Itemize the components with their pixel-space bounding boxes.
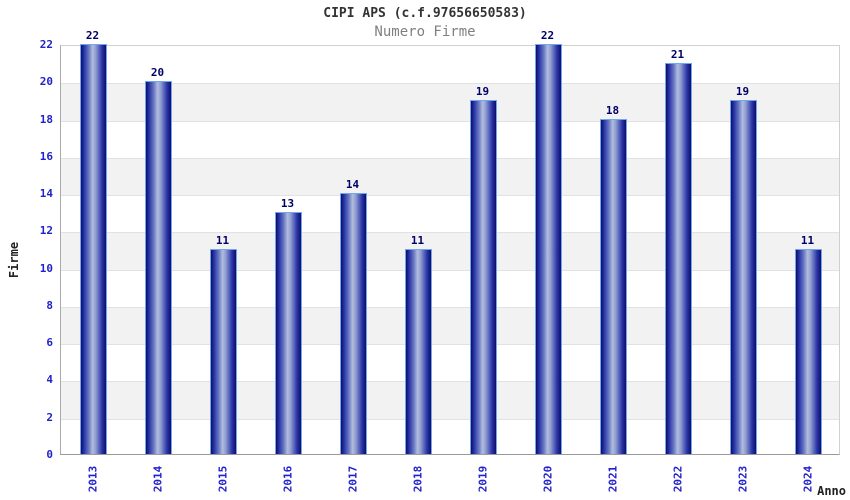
y-gridline — [61, 195, 839, 197]
y-tick-label: 0 — [46, 448, 53, 461]
y-tick-label: 18 — [39, 112, 53, 126]
y-tick-label: 2 — [46, 410, 53, 424]
bar-2021 — [600, 118, 627, 454]
bar-2014 — [145, 81, 172, 454]
y-tick-label: 16 — [39, 149, 53, 163]
y-gridline — [61, 232, 839, 234]
bar-value-label: 11 — [410, 234, 425, 247]
x-tick-label: 2018 — [411, 465, 424, 493]
bar-value-label: 22 — [85, 29, 100, 42]
bar-2013 — [80, 44, 107, 454]
y-gridline — [61, 418, 839, 420]
bar-2024 — [795, 249, 822, 454]
bar-2020 — [535, 44, 562, 454]
bar-value-label: 19 — [475, 84, 490, 98]
x-tick-label: 2015 — [216, 465, 229, 493]
bar-2018 — [405, 249, 432, 454]
background-band — [61, 157, 839, 196]
bar-value-label: 11 — [800, 234, 815, 247]
x-tick-label: 2017 — [346, 465, 359, 493]
x-tick-label: 2016 — [281, 465, 294, 493]
background-band — [61, 232, 839, 270]
y-tick-label: 4 — [46, 373, 53, 387]
y-gridline — [61, 157, 839, 159]
bar-2016 — [275, 211, 302, 454]
chart-title: CIPI APS (c.f.97656650583) — [323, 6, 527, 21]
bar-value-label: 11 — [215, 234, 230, 247]
x-tick-label: 2019 — [476, 465, 489, 493]
background-band — [61, 83, 839, 121]
x-tick-label: 2024 — [801, 465, 814, 493]
bar-value-label: 13 — [280, 196, 295, 210]
bar-2015 — [210, 249, 237, 454]
y-gridline — [61, 120, 839, 122]
y-gridline — [61, 381, 839, 383]
y-tick-label: 20 — [39, 75, 53, 89]
bar-2023 — [730, 99, 757, 454]
x-axis-title: Anno — [817, 484, 846, 498]
bar-value-label: 19 — [735, 84, 750, 98]
x-tick-label: 2014 — [151, 465, 164, 493]
bar-2019 — [470, 99, 497, 454]
bar-value-label: 18 — [605, 103, 620, 117]
x-tick-label: 2022 — [671, 465, 684, 493]
bar-value-label: 20 — [150, 66, 165, 80]
x-tick-label: 2020 — [541, 465, 554, 493]
bar-value-label: 21 — [670, 47, 685, 61]
x-tick-label: 2021 — [606, 465, 619, 493]
y-gridline — [61, 306, 839, 308]
y-tick-label: 6 — [46, 336, 53, 350]
y-tick-label: 12 — [39, 224, 53, 238]
bar-2022 — [665, 62, 692, 454]
x-tick-label: 2013 — [86, 465, 99, 493]
y-tick-label: 22 — [39, 38, 53, 51]
background-band — [61, 306, 839, 345]
chart-subtitle: Numero Firme — [374, 24, 476, 40]
y-gridline — [61, 344, 839, 346]
bar-value-label: 14 — [345, 178, 360, 192]
bar-value-label: 22 — [540, 29, 555, 42]
y-gridline — [61, 269, 839, 271]
y-axis-title: Firme — [7, 241, 21, 279]
y-tick-label: 10 — [39, 261, 53, 275]
plot-area — [60, 44, 840, 455]
bar-2017 — [340, 193, 367, 454]
y-gridline — [61, 83, 839, 85]
y-tick-label: 14 — [39, 187, 53, 201]
x-tick-label: 2023 — [736, 465, 749, 493]
y-tick-label: 8 — [46, 298, 53, 312]
background-band — [61, 381, 839, 419]
